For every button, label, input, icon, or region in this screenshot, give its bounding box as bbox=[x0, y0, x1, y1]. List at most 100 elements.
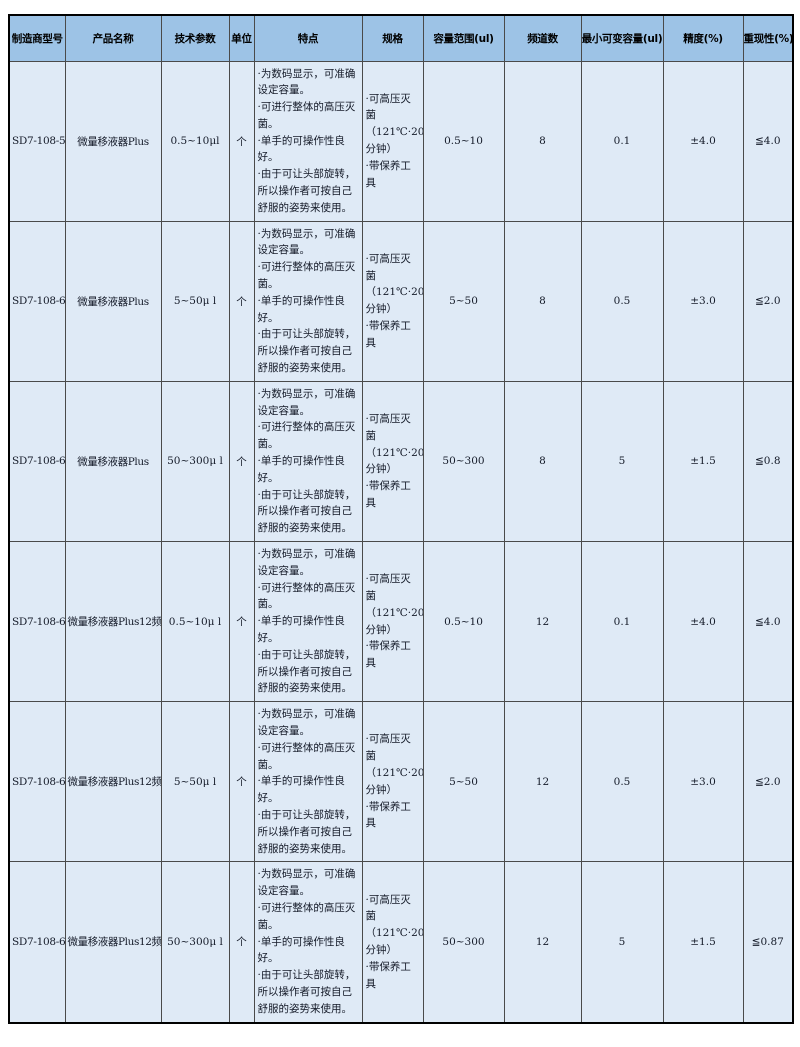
bullet-line: ·可进行整体的高压灭菌。 bbox=[257, 421, 356, 451]
cell-precision: ±1.5 bbox=[662, 380, 744, 543]
cell-reproducibility: ≦4.0 bbox=[742, 60, 794, 222]
cell-precision: ±4.0 bbox=[662, 60, 744, 222]
cell-spec: ·可高压灭菌（121℃·20分钟） ·带保养工具 bbox=[361, 380, 424, 543]
bullet-line: ·为数码显示，可准确设定容量。 bbox=[257, 868, 356, 898]
product-spec-table: 制造商型号 产品名称 技术参数 单位 特点 规格 容量范围(ul) 频道数 最小… bbox=[8, 14, 794, 1024]
table-body: SD7-108-599 微量移液器Plus 0.5~10μl 个 ·为数码显示，… bbox=[8, 60, 794, 1024]
cell-channels: 8 bbox=[503, 60, 582, 222]
bullet-line: ·由于可让头部旋转，所以操作者可按自己舒服的姿势来使用。 bbox=[257, 168, 356, 214]
bullet-line: ·可高压灭菌（121℃·20分钟） bbox=[365, 733, 423, 796]
bullet-line: ·由于可让头部旋转，所以操作者可按自己舒服的姿势来使用。 bbox=[257, 488, 356, 535]
bullet-line: ·由于可让头部旋转，所以操作者可按自己舒服的姿势来使用。 bbox=[257, 328, 356, 375]
cell-features: ·为数码显示，可准确设定容量。 ·可进行整体的高压灭菌。 ·单手的可操作性良好。 ·由… bbox=[253, 861, 363, 1024]
cell-precision: ±1.5 bbox=[662, 861, 744, 1024]
cell-reproducibility: ≦2.0 bbox=[742, 701, 794, 863]
table-row: SD7-108-603 微量移液器Plus12频道 5~50μ l 个 ·为数码… bbox=[8, 701, 794, 863]
cell-precision: ±3.0 bbox=[662, 220, 744, 382]
cell-product-name: 微量移液器Plus bbox=[64, 220, 162, 382]
bullet-line: ·单手的可操作性良好。 bbox=[257, 775, 345, 805]
col-header-channels: 频道数 bbox=[503, 14, 582, 62]
cell-tech-params: 50~300μ l bbox=[160, 861, 230, 1024]
cell-spec: ·可高压灭菌（121℃·20分钟） ·带保养工具 bbox=[361, 861, 424, 1024]
cell-channels: 12 bbox=[503, 701, 582, 863]
cell-precision: ±3.0 bbox=[662, 701, 744, 863]
cell-model: SD7-108-603 bbox=[8, 701, 66, 863]
cell-features: ·为数码显示，可准确设定容量。 ·可进行整体的高压灭菌。 ·单手的可操作性良好。 ·由… bbox=[253, 380, 363, 543]
bullet-line: ·可高压灭菌（121℃·20分钟） bbox=[365, 92, 423, 156]
cell-precision: ±4.0 bbox=[662, 541, 744, 703]
col-header-tech-params: 技术参数 bbox=[160, 14, 230, 62]
bullet-line: ·可高压灭菌（121℃·20分钟） bbox=[365, 893, 423, 956]
cell-product-name: 微量移液器Plus12频道 bbox=[64, 541, 162, 703]
bullet-line: ·可进行整体的高压灭菌。 bbox=[257, 261, 356, 291]
bullet-line: ·带保养工具 bbox=[365, 960, 411, 990]
col-header-reproducibility: 重现性(%) bbox=[742, 14, 794, 62]
cell-capacity-range: 5~50 bbox=[422, 220, 505, 382]
table-row: SD7-108-600 微量移液器Plus 5~50μ l 个 ·为数码显示，可… bbox=[8, 220, 794, 382]
bullet-line: ·为数码显示，可准确设定容量。 bbox=[257, 548, 356, 577]
bullet-line: ·可高压灭菌（121℃·20分钟） bbox=[365, 413, 423, 476]
bullet-line: ·单手的可操作性良好。 bbox=[257, 455, 345, 484]
cell-reproducibility: ≦2.0 bbox=[742, 220, 794, 382]
cell-features: ·为数码显示，可准确设定容量。 ·可进行整体的高压灭菌。 ·单手的可操作性良好。 ·由… bbox=[253, 220, 363, 382]
col-header-features: 特点 bbox=[253, 14, 363, 62]
table-row: SD7-108-604 微量移液器Plus12频道 50~300μ l 个 ·为… bbox=[8, 861, 794, 1024]
cell-capacity-range: 5~50 bbox=[422, 701, 505, 863]
header-row: 制造商型号 产品名称 技术参数 单位 特点 规格 容量范围(ul) 频道数 最小… bbox=[8, 14, 794, 62]
cell-min-volume: 0.5 bbox=[580, 220, 664, 382]
bullet-line: ·带保养工具 bbox=[365, 640, 411, 670]
cell-min-volume: 0.5 bbox=[580, 701, 664, 863]
col-header-spec: 规格 bbox=[361, 14, 424, 62]
bullet-line: ·可高压灭菌（121℃·20分钟） bbox=[365, 573, 423, 636]
cell-unit: 个 bbox=[228, 220, 255, 382]
cell-min-volume: 5 bbox=[580, 861, 664, 1024]
bullet-line: ·单手的可操作性良好。 bbox=[257, 615, 345, 644]
cell-tech-params: 50~300μ l bbox=[160, 380, 230, 543]
bullet-line: ·可进行整体的高压灭菌。 bbox=[257, 901, 356, 931]
table-row: SD7-108-599 微量移液器Plus 0.5~10μl 个 ·为数码显示，… bbox=[8, 60, 794, 222]
bullet-line: ·可进行整体的高压灭菌。 bbox=[257, 741, 356, 771]
cell-tech-params: 0.5~10μ l bbox=[160, 541, 230, 703]
cell-unit: 个 bbox=[228, 60, 255, 222]
bullet-line: ·为数码显示，可准确设定容量。 bbox=[257, 708, 356, 737]
cell-min-volume: 0.1 bbox=[580, 541, 664, 703]
col-header-capacity-range: 容量范围(ul) bbox=[422, 14, 505, 62]
cell-features: ·为数码显示，可准确设定容量。 ·可进行整体的高压灭菌。 ·单手的可操作性良好。 ·由… bbox=[253, 701, 363, 863]
cell-tech-params: 0.5~10μl bbox=[160, 60, 230, 222]
cell-min-volume: 0.1 bbox=[580, 60, 664, 222]
cell-min-volume: 5 bbox=[580, 380, 664, 543]
bullet-line: ·带保养工具 bbox=[365, 480, 411, 510]
cell-product-name: 微量移液器Plus bbox=[64, 60, 162, 222]
col-header-min-volume: 最小可变容量(ul) bbox=[580, 14, 664, 62]
cell-channels: 12 bbox=[503, 861, 582, 1024]
cell-model: SD7-108-604 bbox=[8, 861, 66, 1024]
cell-product-name: 微量移液器Plus bbox=[64, 380, 162, 543]
cell-capacity-range: 0.5~10 bbox=[422, 60, 505, 222]
cell-model: SD7-108-600 bbox=[8, 220, 66, 382]
col-header-unit: 单位 bbox=[228, 14, 255, 62]
cell-capacity-range: 0.5~10 bbox=[422, 541, 505, 703]
cell-unit: 个 bbox=[228, 861, 255, 1024]
col-header-product-name: 产品名称 bbox=[64, 14, 162, 62]
cell-reproducibility: ≦4.0 bbox=[742, 541, 794, 703]
bullet-line: ·单手的可操作性良好。 bbox=[257, 134, 345, 164]
cell-spec: ·可高压灭菌（121℃·20分钟） ·带保养工具 bbox=[361, 60, 424, 222]
cell-model: SD7-108-602 bbox=[8, 541, 66, 703]
cell-capacity-range: 50~300 bbox=[422, 861, 505, 1024]
cell-channels: 8 bbox=[503, 220, 582, 382]
cell-tech-params: 5~50μ l bbox=[160, 220, 230, 382]
cell-product-name: 微量移液器Plus12频道 bbox=[64, 701, 162, 863]
cell-spec: ·可高压灭菌（121℃·20分钟） ·带保养工具 bbox=[361, 701, 424, 863]
cell-product-name: 微量移液器Plus12频道 bbox=[64, 861, 162, 1024]
bullet-line: ·单手的可操作性良好。 bbox=[257, 294, 345, 324]
bullet-line: ·可进行整体的高压灭菌。 bbox=[257, 101, 356, 130]
cell-model: SD7-108-601 bbox=[8, 380, 66, 543]
bullet-line: ·可进行整体的高压灭菌。 bbox=[257, 581, 356, 611]
bullet-line: ·由于可让头部旋转，所以操作者可按自己舒服的姿势来使用。 bbox=[257, 808, 356, 855]
cell-features: ·为数码显示，可准确设定容量。 ·可进行整体的高压灭菌。 ·单手的可操作性良好。 ·由… bbox=[253, 60, 363, 222]
cell-spec: ·可高压灭菌（121℃·20分钟） ·带保养工具 bbox=[361, 541, 424, 703]
cell-unit: 个 bbox=[228, 380, 255, 543]
cell-reproducibility: ≦0.87 bbox=[742, 861, 794, 1024]
bullet-line: ·带保养工具 bbox=[365, 800, 411, 830]
bullet-line: ·单手的可操作性良好。 bbox=[257, 935, 345, 965]
